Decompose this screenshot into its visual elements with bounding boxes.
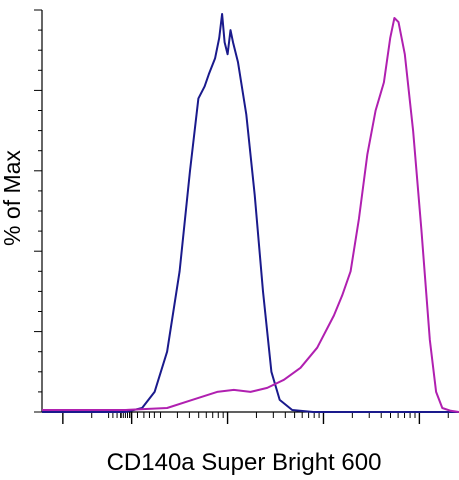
- axes: [34, 9, 459, 424]
- series-line-1: [42, 13, 459, 413]
- y-axis-label: % of Max: [0, 150, 25, 246]
- x-axis-label: CD140a Super Bright 600: [107, 449, 382, 476]
- series-line-2: [42, 17, 459, 413]
- series-layer: [42, 13, 459, 413]
